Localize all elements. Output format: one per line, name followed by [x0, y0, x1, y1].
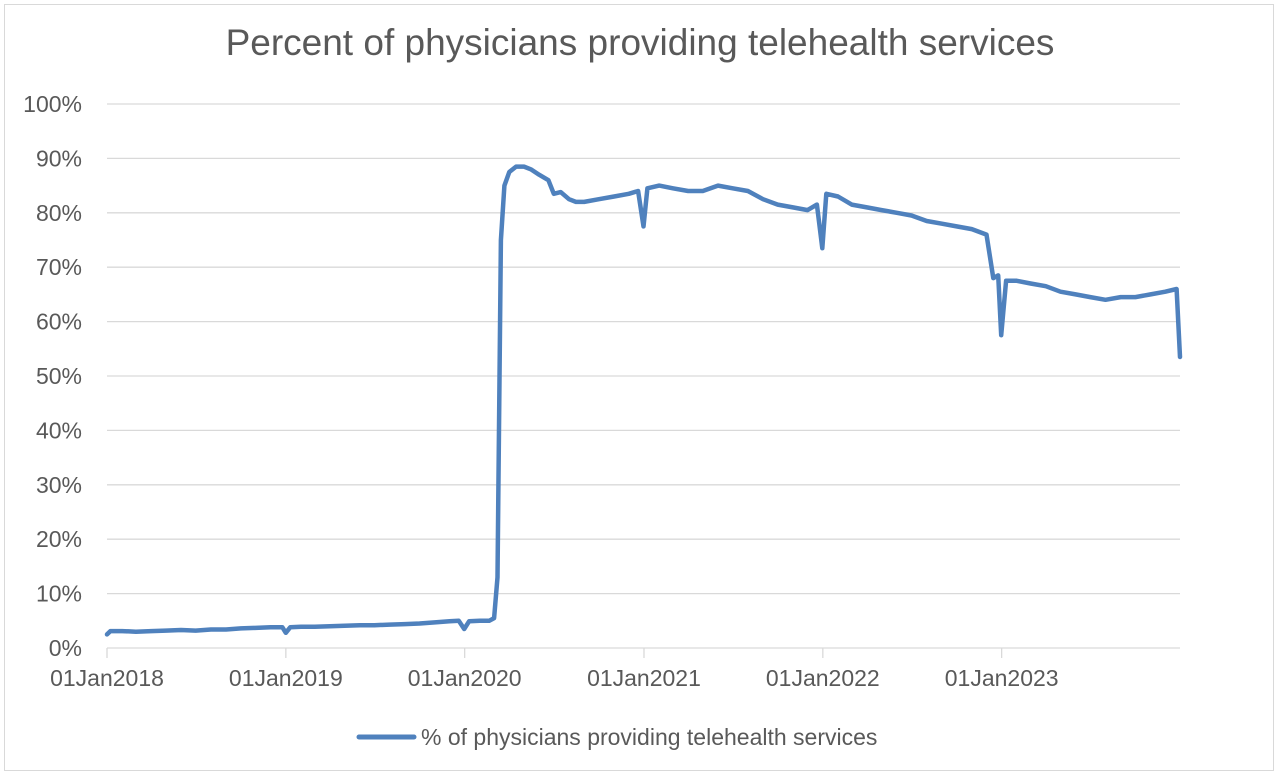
series-line — [104, 164, 1183, 637]
x-tick-label: 01Jan2019 — [229, 665, 343, 691]
gridlines — [107, 103, 1180, 595]
y-tick-label: 30% — [36, 472, 82, 498]
y-tick-label: 40% — [36, 417, 82, 443]
chart-frame — [4, 4, 1274, 771]
y-axis-tick-labels: 0% 10% 20% 30% 40% 50% 60% 70% 80% 90% 100% — [23, 91, 82, 661]
x-tick-label: 01Jan2022 — [766, 665, 880, 691]
y-tick-label: 20% — [36, 526, 82, 552]
x-tick-label: 01Jan2021 — [587, 665, 701, 691]
x-tick-label: 01Jan2018 — [50, 665, 164, 691]
y-tick-label: 10% — [36, 581, 82, 607]
y-tick-label: 0% — [49, 635, 82, 661]
y-tick-label: 50% — [36, 363, 82, 389]
legend-label: % of physicians providing telehealth ser… — [421, 724, 877, 750]
y-tick-label: 100% — [23, 91, 82, 117]
legend: % of physicians providing telehealth ser… — [356, 724, 877, 750]
chart-title: Percent of physicians providing teleheal… — [225, 22, 1055, 63]
y-tick-label: 60% — [36, 309, 82, 335]
y-tick-label: 90% — [36, 145, 82, 171]
y-tick-label: 70% — [36, 254, 82, 280]
series-layer — [104, 164, 1183, 637]
x-axis: 01Jan2018 01Jan2019 01Jan2020 01Jan2021 01Ja… — [50, 647, 1180, 691]
x-tick-label: 01Jan2020 — [408, 665, 522, 691]
y-tick-label: 80% — [36, 200, 82, 226]
x-tick-label: 01Jan2023 — [945, 665, 1059, 691]
